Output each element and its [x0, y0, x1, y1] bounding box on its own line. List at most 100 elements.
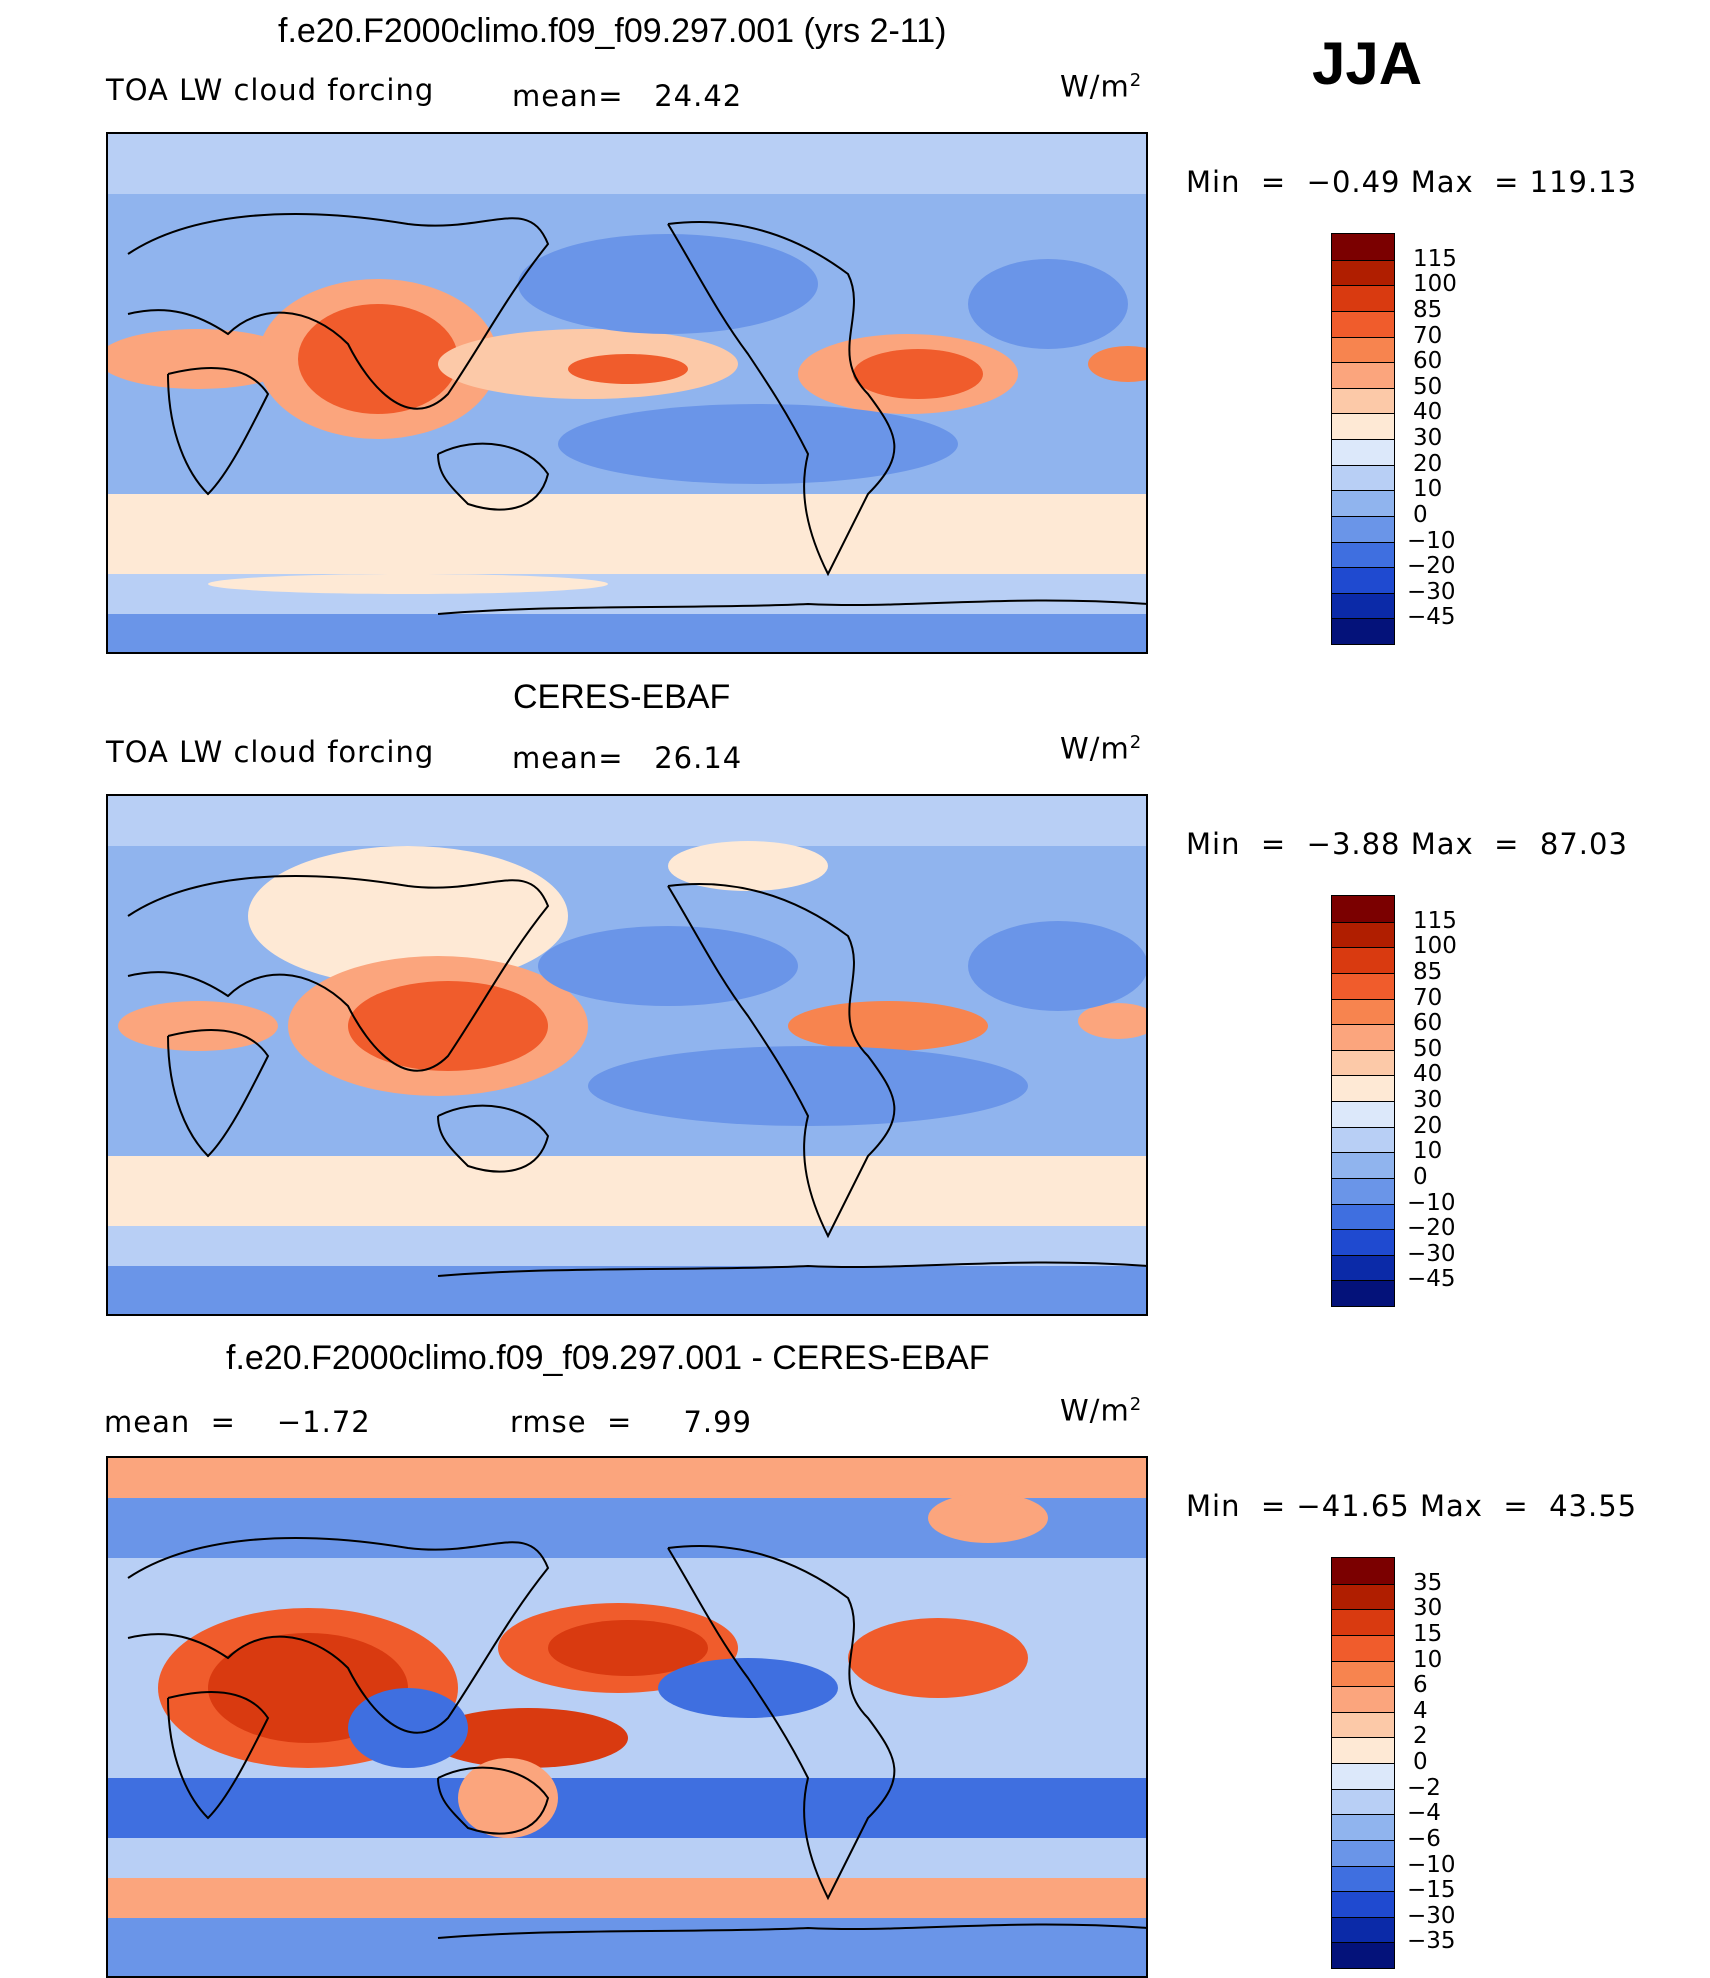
colorbar-swatch: [1332, 439, 1394, 465]
colorbar-swatch: [1332, 1024, 1394, 1050]
min-max-readout: Min = −0.49 Max = 119.13: [1186, 165, 1638, 199]
colorbar-tick-label: 6: [1413, 1672, 1428, 1699]
colorbar-swatch: [1332, 1788, 1394, 1815]
colorbar-swatch: [1332, 285, 1394, 311]
min-max-readout: Min = −41.65 Max = 43.55: [1186, 1489, 1638, 1523]
colorbar-tick-label: 100: [1413, 271, 1457, 298]
colorbar-swatch: [1332, 947, 1394, 973]
colorbar-tick-label: 40: [1413, 399, 1443, 426]
colorbar-tick-label: −20: [1407, 553, 1456, 580]
colorbar-tick-label: 0: [1413, 1749, 1428, 1775]
map-panel: [106, 132, 1148, 654]
mean-label: mean = −1.72: [104, 1405, 371, 1439]
colorbar-tick-label: 85: [1413, 958, 1443, 985]
colorbar-swatch: [1332, 567, 1394, 593]
colorbar-swatch: [1332, 1126, 1394, 1153]
colorbar-tick-label: −10: [1407, 1189, 1456, 1216]
units-label: W/m2: [1060, 731, 1143, 766]
colorbar-swatch: [1332, 310, 1394, 337]
colorbar-swatch: [1332, 541, 1394, 568]
colorbar: [1331, 233, 1395, 645]
colorbar-tick-label: −2: [1407, 1774, 1441, 1801]
colorbar-tick-label: −45: [1407, 604, 1456, 631]
colorbar-tick-label: 20: [1413, 450, 1443, 477]
colorbar-swatch: [1332, 1152, 1394, 1178]
panel-title: f.e20.F2000climo.f09_f09.297.001 - CERES…: [226, 1339, 990, 1377]
panel-title: CERES-EBAF: [513, 678, 731, 716]
colorbar-swatch: [1332, 362, 1394, 388]
colorbar-swatch: [1332, 1711, 1394, 1738]
colorbar-tick-label: 30: [1413, 1595, 1443, 1622]
map-panel: [106, 1456, 1148, 1978]
variable-label: TOA LW cloud forcing: [106, 73, 435, 107]
colorbar-swatch: [1332, 1280, 1394, 1306]
colorbar-swatch: [1332, 1634, 1394, 1661]
colorbar-swatch: [1332, 336, 1394, 363]
mean-label: mean= 26.14: [512, 741, 743, 775]
colorbar-swatch: [1332, 592, 1394, 619]
colorbar-swatch: [1332, 490, 1394, 516]
colorbar-tick-label: 4: [1413, 1697, 1428, 1724]
colorbar-swatch: [1332, 896, 1394, 922]
units-label: W/m2: [1060, 1393, 1143, 1428]
colorbar-tick-label: −10: [1407, 527, 1456, 554]
colorbar-swatch: [1332, 259, 1394, 286]
colorbar-tick-label: 20: [1413, 1112, 1443, 1139]
colorbar-swatch: [1332, 1839, 1394, 1866]
colorbar-swatch: [1332, 1177, 1394, 1204]
colorbar-swatch: [1332, 1865, 1394, 1892]
colorbar-swatch: [1332, 1558, 1394, 1584]
colorbar-swatch: [1332, 1229, 1394, 1255]
panel-title: f.e20.F2000climo.f09_f09.297.001 (yrs 2-…: [278, 12, 947, 50]
colorbar-tick-label: −4: [1407, 1800, 1441, 1827]
colorbar-tick-label: 60: [1413, 348, 1443, 375]
colorbar-tick-label: 115: [1413, 907, 1457, 934]
colorbar-swatch: [1332, 1583, 1394, 1610]
units-label: W/m2: [1060, 69, 1143, 104]
colorbar-swatch: [1332, 1075, 1394, 1101]
colorbar-swatch: [1332, 1254, 1394, 1281]
colorbar-tick-label: −10: [1407, 1851, 1456, 1878]
colorbar-tick-label: 0: [1413, 1163, 1428, 1190]
colorbar-swatch: [1332, 1916, 1394, 1943]
mean-label: mean= 24.42: [512, 79, 743, 113]
colorbar-tick-label: 2: [1413, 1723, 1428, 1750]
colorbar-tick-label: 35: [1413, 1569, 1443, 1596]
colorbar-swatch: [1332, 972, 1394, 999]
colorbar-tick-label: 70: [1413, 322, 1443, 349]
colorbar-swatch: [1332, 1101, 1394, 1127]
colorbar-tick-label: 115: [1413, 245, 1457, 272]
colorbar-swatch: [1332, 1686, 1394, 1712]
coastline: [127, 213, 1146, 615]
colorbar-swatch: [1332, 387, 1394, 414]
colorbar-swatch: [1332, 515, 1394, 542]
map-panel: [106, 794, 1148, 1316]
colorbar-swatch: [1332, 1942, 1394, 1968]
colorbar-tick-label: −20: [1407, 1215, 1456, 1242]
colorbar-tick-label: −15: [1407, 1877, 1456, 1904]
colorbar-swatch: [1332, 1049, 1394, 1076]
coastline: [127, 1537, 1146, 1939]
colorbar-tick-label: −6: [1407, 1825, 1441, 1852]
coastline: [127, 875, 1146, 1277]
colorbar-swatch: [1332, 1203, 1394, 1230]
colorbar-tick-label: −35: [1407, 1928, 1456, 1955]
colorbar-tick-label: 50: [1413, 1035, 1443, 1062]
colorbar-tick-label: 10: [1413, 1138, 1443, 1165]
colorbar-tick-label: 85: [1413, 296, 1443, 323]
colorbar-tick-label: 15: [1413, 1620, 1443, 1647]
colorbar-swatch: [1332, 413, 1394, 439]
colorbar: [1331, 895, 1395, 1307]
colorbar-tick-label: 0: [1413, 501, 1428, 528]
colorbar-tick-label: 30: [1413, 1087, 1443, 1113]
colorbar-tick-label: 40: [1413, 1061, 1443, 1088]
colorbar-tick-label: −45: [1407, 1266, 1456, 1293]
colorbar-swatch: [1332, 1891, 1394, 1917]
season-label: JJA: [1312, 30, 1423, 97]
colorbar-swatch: [1332, 618, 1394, 644]
colorbar-tick-label: 60: [1413, 1010, 1443, 1037]
colorbar-tick-label: 10: [1413, 476, 1443, 503]
min-max-readout: Min = −3.88 Max = 87.03: [1186, 827, 1628, 861]
colorbar-tick-label: 50: [1413, 373, 1443, 400]
colorbar-tick-label: −30: [1407, 578, 1456, 605]
